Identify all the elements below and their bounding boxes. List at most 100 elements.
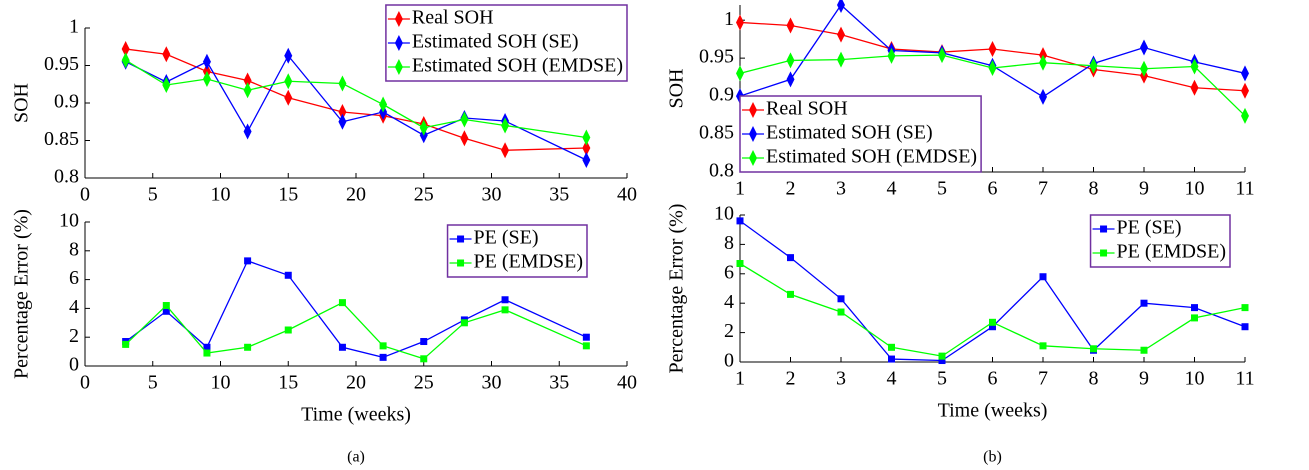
marker bbox=[338, 299, 346, 307]
marker bbox=[1140, 60, 1148, 77]
marker bbox=[379, 96, 388, 113]
legend-label: Real SOH bbox=[766, 98, 848, 120]
marker bbox=[338, 113, 347, 130]
y-tick-label: 2 bbox=[724, 320, 734, 342]
marker bbox=[419, 119, 428, 136]
legend-marker bbox=[1100, 249, 1108, 257]
x-tick-label: 25 bbox=[414, 184, 434, 206]
marker bbox=[338, 343, 346, 351]
marker bbox=[420, 355, 428, 363]
y-axis-label: Percentage Error (%) bbox=[11, 209, 33, 379]
x-tick-label: 6 bbox=[988, 178, 998, 200]
legend-marker bbox=[394, 59, 403, 75]
x-tick-label: 10 bbox=[1185, 368, 1205, 390]
marker bbox=[1191, 314, 1198, 322]
marker bbox=[989, 323, 996, 331]
marker bbox=[162, 302, 170, 310]
marker bbox=[837, 0, 845, 13]
y-tick-label: 0 bbox=[69, 354, 79, 376]
legend-marker bbox=[749, 150, 757, 166]
marker bbox=[1241, 323, 1249, 331]
x-tick-label: 0 bbox=[80, 372, 90, 394]
y-tick-label: 0.95 bbox=[699, 46, 734, 68]
x-tick-label: 6 bbox=[988, 368, 998, 390]
marker bbox=[244, 343, 252, 351]
x-tick-label: 1 bbox=[735, 368, 745, 390]
marker bbox=[1190, 79, 1199, 96]
x-tick-label: 7 bbox=[1038, 178, 1048, 200]
marker bbox=[284, 326, 292, 334]
x-tick-label: 2 bbox=[786, 368, 796, 390]
legend-label: PE (SE) bbox=[1117, 217, 1182, 239]
marker bbox=[243, 72, 252, 89]
marker bbox=[938, 47, 946, 64]
marker bbox=[837, 51, 845, 68]
marker bbox=[284, 47, 293, 64]
marker bbox=[460, 111, 469, 128]
marker bbox=[122, 340, 130, 348]
marker bbox=[460, 130, 469, 147]
marker bbox=[786, 71, 795, 88]
marker bbox=[989, 318, 996, 326]
y-tick-label: 0.9 bbox=[709, 84, 734, 106]
x-tick-label: 9 bbox=[1139, 368, 1149, 390]
y-axis-label: Percentage Error (%) bbox=[666, 204, 688, 374]
x-tick-label: 15 bbox=[278, 372, 298, 394]
y-tick-label: 1 bbox=[724, 8, 734, 30]
marker bbox=[379, 342, 387, 350]
marker bbox=[338, 104, 347, 120]
marker bbox=[420, 338, 428, 346]
marker bbox=[837, 308, 845, 316]
legend-marker bbox=[749, 102, 757, 118]
legend-marker bbox=[394, 35, 403, 51]
x-tick-label: 2 bbox=[786, 178, 796, 200]
legend-label: PE (EMDSE) bbox=[474, 251, 583, 273]
x-tick-label: 4 bbox=[887, 178, 897, 200]
marker bbox=[888, 355, 895, 363]
x-tick-label: 11 bbox=[1235, 368, 1254, 390]
marker bbox=[1090, 345, 1097, 353]
marker bbox=[501, 142, 510, 159]
y-tick-label: 8 bbox=[724, 232, 734, 254]
marker bbox=[582, 129, 591, 146]
legend-marker bbox=[457, 235, 465, 243]
x-tick-label: 10 bbox=[211, 372, 231, 394]
y-tick-label: 0 bbox=[724, 350, 734, 372]
x-tick-label: 8 bbox=[1089, 178, 1099, 200]
x-tick-label: 35 bbox=[549, 372, 569, 394]
marker bbox=[1241, 65, 1249, 82]
caption: (a) bbox=[347, 449, 365, 466]
x-tick-label: 1 bbox=[735, 178, 745, 200]
x-tick-label: 35 bbox=[549, 184, 569, 206]
marker bbox=[284, 89, 293, 106]
marker bbox=[1039, 88, 1047, 105]
y-tick-label: 6 bbox=[724, 261, 734, 283]
marker bbox=[501, 117, 510, 134]
marker bbox=[1039, 342, 1047, 350]
legend-marker bbox=[1100, 225, 1108, 233]
marker bbox=[1190, 58, 1199, 75]
marker bbox=[1140, 346, 1148, 354]
x-tick-label: 5 bbox=[937, 178, 947, 200]
marker bbox=[1039, 54, 1047, 71]
marker bbox=[121, 52, 130, 69]
legend-label: Estimated SOH (EMDSE) bbox=[412, 55, 623, 77]
legend-marker bbox=[394, 11, 403, 27]
marker bbox=[582, 152, 591, 168]
marker bbox=[736, 260, 744, 268]
y-tick-label: 2 bbox=[69, 325, 79, 347]
x-tick-label: 11 bbox=[1235, 178, 1254, 200]
y-tick-label: 0.85 bbox=[44, 128, 79, 150]
marker bbox=[162, 77, 171, 93]
marker bbox=[379, 353, 387, 361]
y-axis-label: SOH bbox=[666, 68, 688, 108]
marker bbox=[162, 307, 170, 315]
marker bbox=[582, 140, 591, 156]
marker bbox=[203, 343, 211, 351]
marker bbox=[243, 123, 252, 140]
marker bbox=[1241, 107, 1249, 124]
y-tick-label: 4 bbox=[724, 291, 734, 313]
legend-label: Estimated SOH (SE) bbox=[412, 31, 579, 53]
